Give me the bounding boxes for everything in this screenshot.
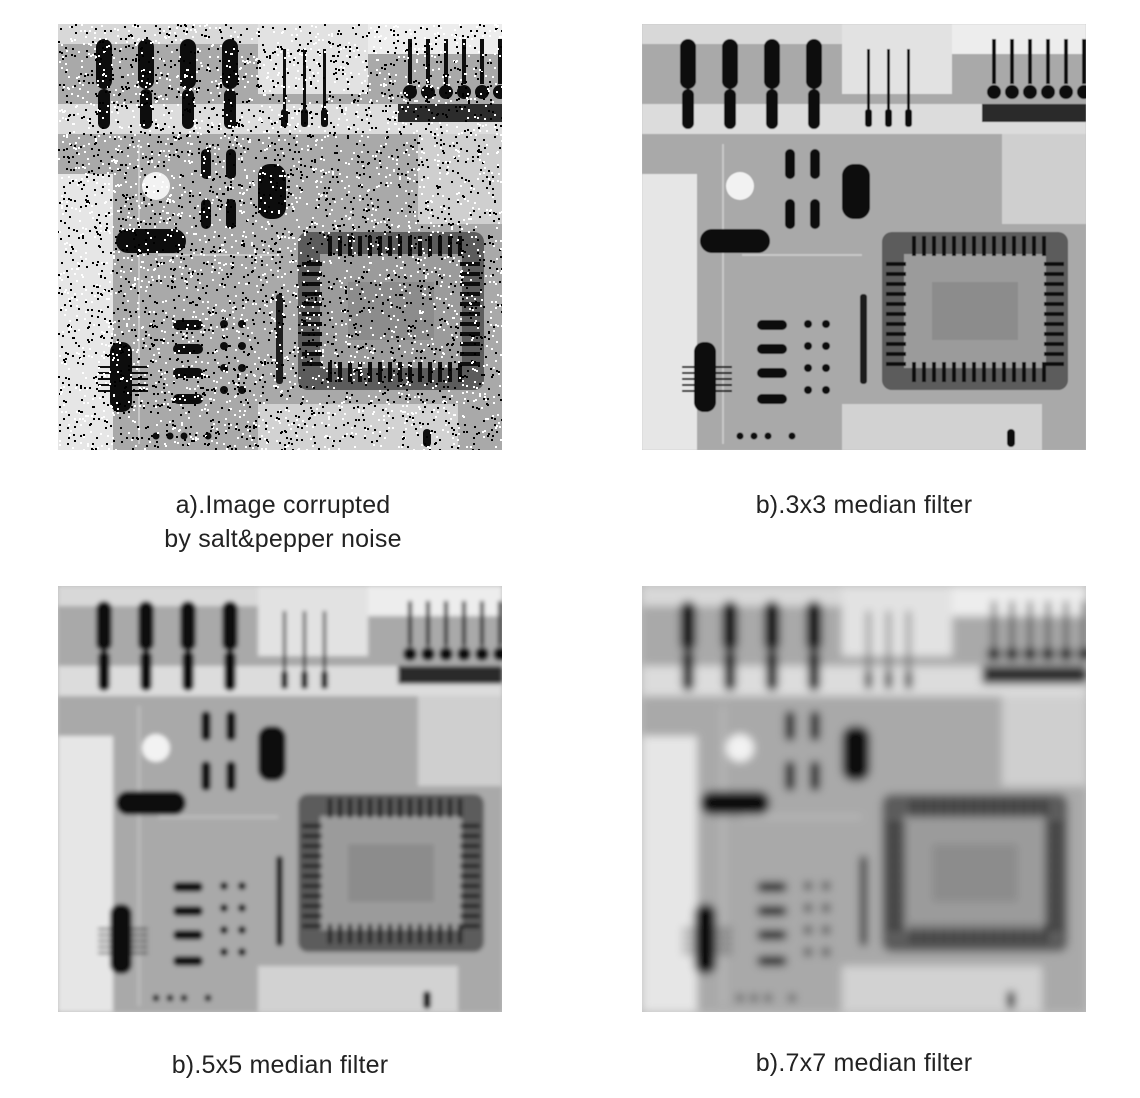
caption-line-1: b).5x5 median filter [171,1051,389,1079]
circuit-board-image-noisy [58,24,502,450]
caption-line-2: by salt&pepper noise [164,525,402,553]
board-layer [58,586,502,1012]
caption-5x5: b).5x5 median filter [58,1048,502,1082]
image-panel-3x3 [642,24,1086,450]
circuit-board-image-7x7 [642,586,1086,1012]
caption-noisy: a).Image corrupted by salt&pepper noise [61,488,505,556]
image-panel-7x7 [642,586,1086,1012]
caption-line-1: a).Image corrupted [175,491,391,519]
board-layer [642,24,1086,450]
board-layer [642,586,1086,1012]
caption-7x7: b).7x7 median filter [642,1046,1086,1080]
circuit-board-image-3x3 [642,24,1086,450]
image-panel-noisy [58,24,502,450]
caption-3x3: b).3x3 median filter [642,488,1086,522]
caption-line-1: b).3x3 median filter [755,491,973,519]
image-panel-5x5 [58,586,502,1012]
caption-line-1: b).7x7 median filter [755,1049,973,1077]
circuit-board-image-5x5 [58,586,502,1012]
noise-layer [58,24,502,450]
